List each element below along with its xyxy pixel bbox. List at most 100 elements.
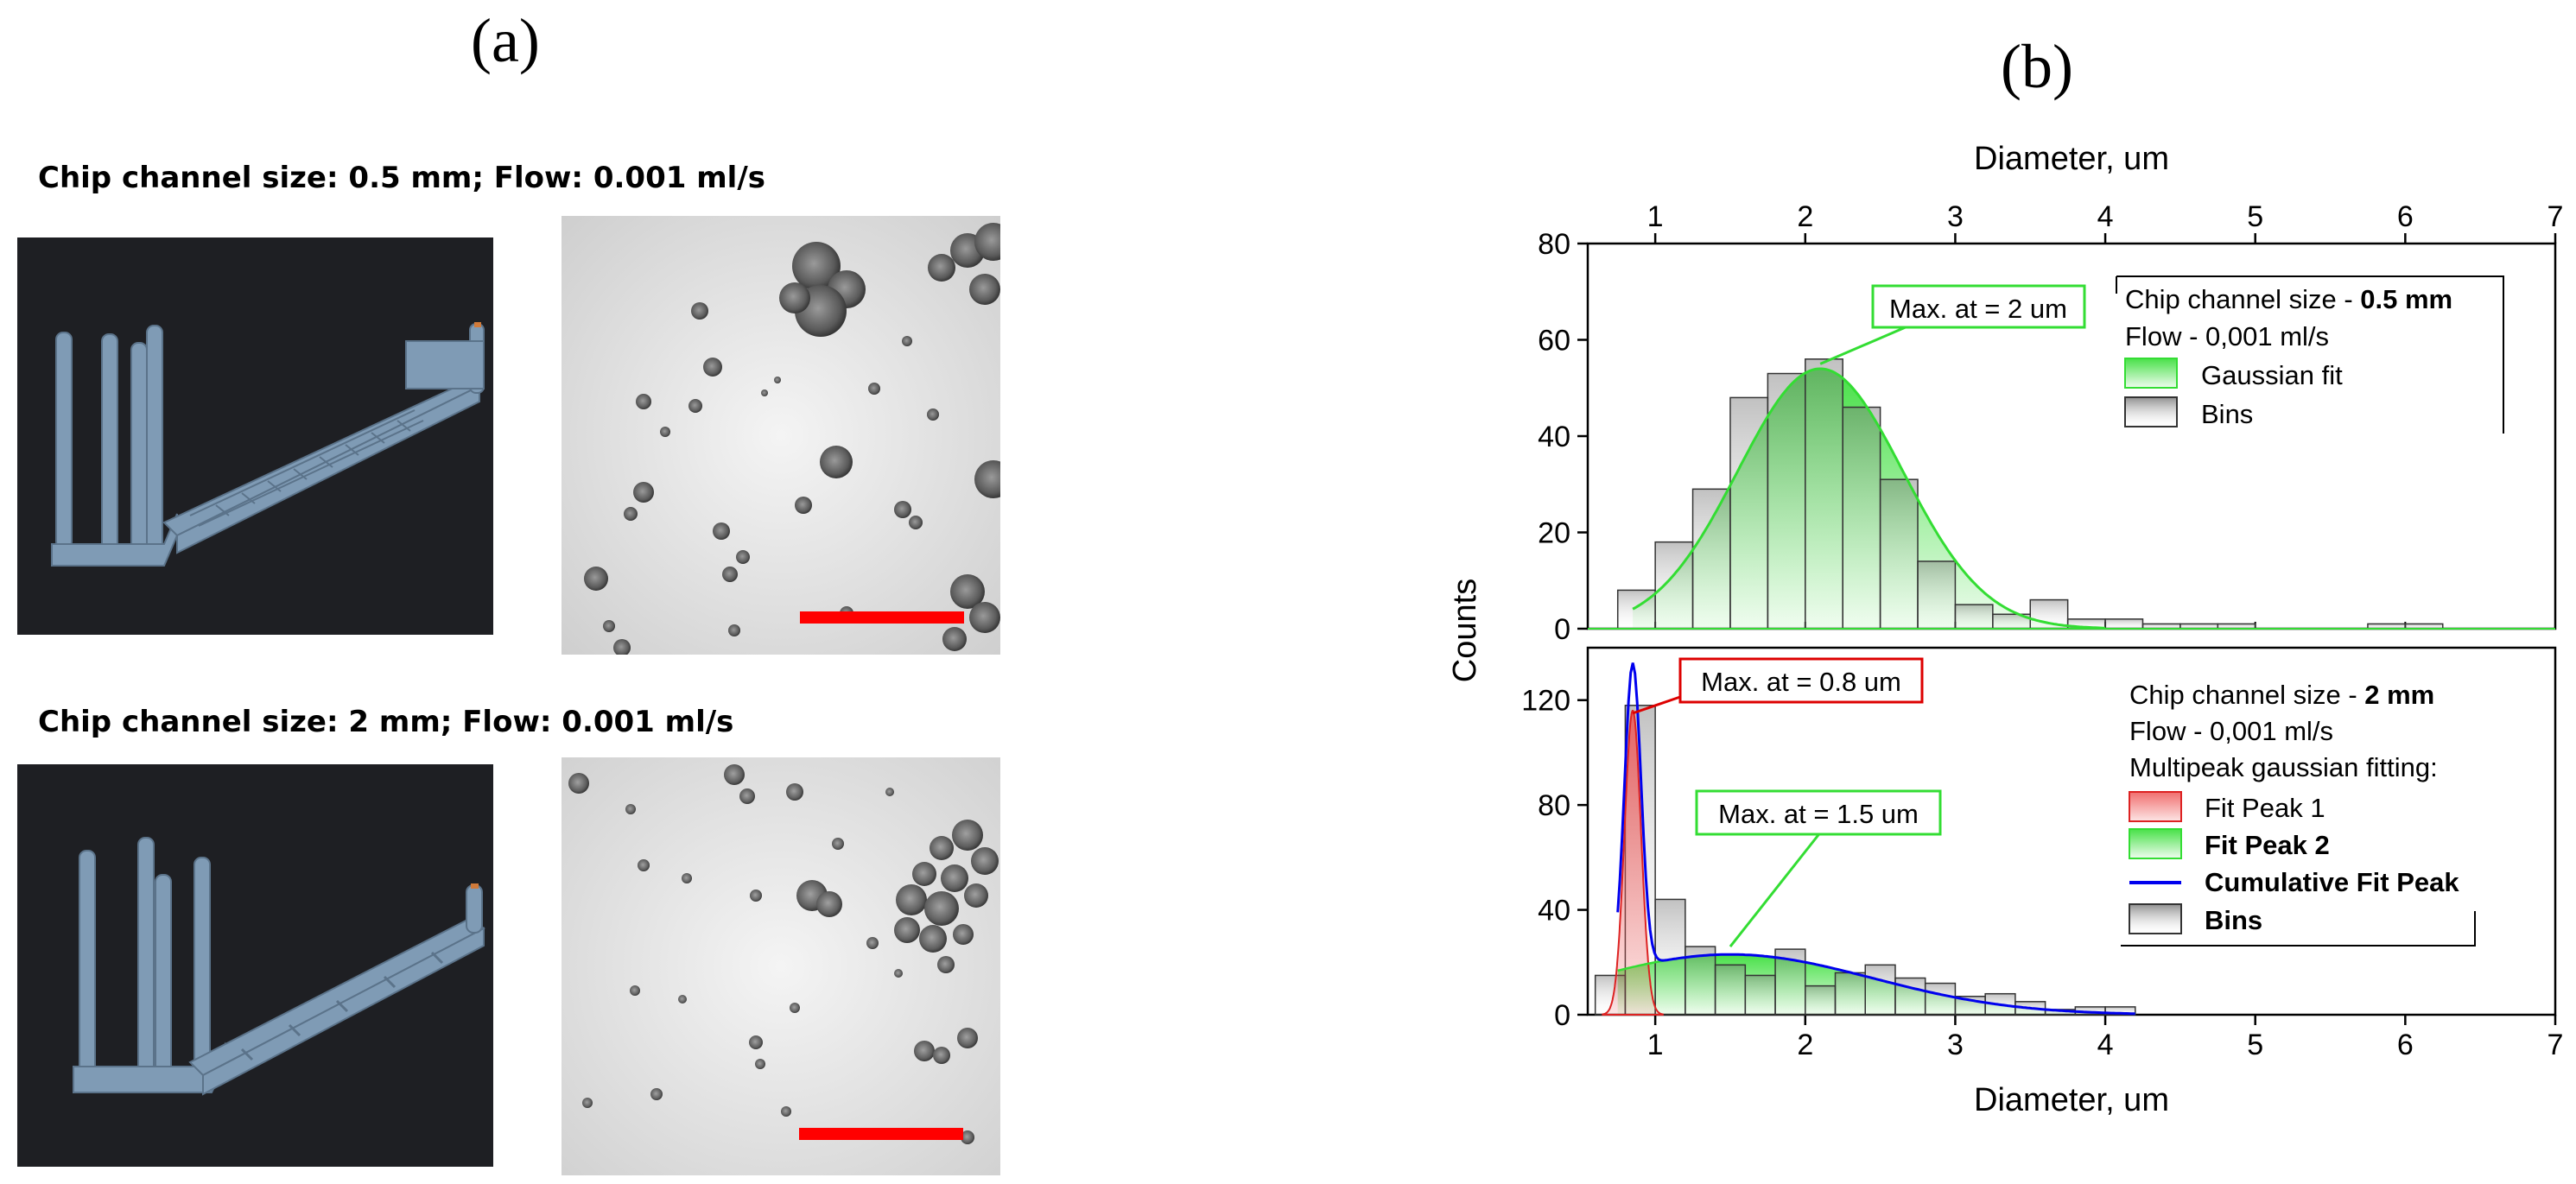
bin-bar — [2104, 618, 2144, 630]
scale-bar — [799, 1128, 963, 1140]
bin-bar — [1654, 541, 1694, 630]
legend-swatch-bins — [2124, 396, 2178, 427]
annotation-box — [1695, 789, 1942, 836]
annotation-leader — [1632, 695, 1681, 715]
x-tick-label-bottom: 5 — [2247, 1029, 2263, 1061]
microscopy-image-0-5mm — [562, 216, 1000, 655]
panel-b-label: (b) — [2001, 32, 2073, 101]
annotation-text: Max. at = 1.5 um — [1718, 799, 1919, 829]
x-axis-label-bottom: Diameter, um — [1974, 1082, 2169, 1118]
x-tick-label-top: 5 — [2247, 200, 2263, 233]
cumulative-fit-line — [1616, 662, 2135, 1016]
bin-bar — [1744, 974, 1776, 1016]
bin-bar — [1894, 977, 1926, 1016]
fit-peak-2-fill — [1617, 954, 2135, 1015]
bin-bar — [1984, 992, 2016, 1016]
plot-frame-1 — [1586, 242, 2557, 630]
bin-bar — [2104, 1006, 2136, 1016]
bin-bar — [1954, 996, 1986, 1016]
top-row-caption: Chip channel size: 0.5 mm; Flow: 0.001 m… — [38, 161, 765, 195]
bin-bar — [2014, 1001, 2046, 1016]
legend-entry-peak2: Fit Peak 2 — [2205, 830, 2330, 860]
bin-bar — [1714, 964, 1747, 1016]
scale-bar — [800, 611, 964, 624]
annotation-text: Max. at = 0.8 um — [1701, 667, 1901, 697]
bin-bar — [1842, 406, 1881, 630]
gaussian-fit-line — [1632, 367, 2106, 630]
y-tick-label: 40 — [1538, 895, 1570, 928]
bin-bar — [2044, 1009, 2077, 1016]
annotation-leader — [1819, 320, 1920, 365]
chip-render-0-5mm — [17, 237, 493, 635]
legend-entry-cumulative: Cumulative Fit Peak — [2205, 867, 2459, 897]
bin-bar — [1774, 948, 1806, 1016]
annotation-box — [1678, 657, 1924, 704]
y-axis-label: Counts — [1447, 579, 1483, 682]
y-tick-label: 60 — [1538, 325, 1570, 358]
annotation-box — [1871, 284, 2086, 329]
legend-swatch-bins — [2129, 903, 2182, 934]
x-tick-label-bottom: 2 — [1797, 1029, 1813, 1061]
bottom-row-caption: Chip channel size: 2 mm; Flow: 0.001 ml/… — [38, 705, 734, 739]
y-tick-label: 40 — [1538, 421, 1570, 453]
legend-entry-bins: Bins — [2201, 399, 2253, 429]
bin-bar — [2141, 623, 2181, 630]
legend-swatch-peak2 — [2129, 828, 2182, 859]
gaussian-fit-fill — [1633, 369, 2106, 629]
legend-swatch-gaussian — [2124, 358, 2178, 389]
x-tick-label-top: 2 — [1797, 200, 1813, 233]
bin-bar — [1805, 358, 1843, 630]
bin-bar — [1864, 964, 1896, 1016]
bin-bar — [1624, 705, 1656, 1016]
x-tick-label-bottom: 4 — [2097, 1029, 2114, 1061]
bin-bar — [1767, 372, 1806, 630]
bin-bar — [1594, 974, 1627, 1016]
y-tick-label: 0 — [1554, 613, 1570, 646]
bin-bar — [2217, 623, 2256, 630]
legend-entry-bins: Bins — [2205, 905, 2262, 935]
plot-frame-2 — [1586, 646, 2557, 1016]
bin-bar — [2367, 623, 2407, 630]
bin-bar — [1954, 604, 1994, 630]
bin-bar — [1616, 589, 1656, 630]
bin-bar — [2179, 623, 2219, 630]
bin-bar — [1805, 985, 1837, 1016]
bin-bar — [2066, 618, 2106, 630]
legend-title: Chip channel size - 0.5 mm — [2125, 284, 2452, 314]
legend-entry-gaussian: Gaussian fit — [2201, 360, 2343, 390]
legend-flow: Flow - 0,001 ml/s — [2129, 716, 2333, 746]
x-tick-label-bottom: 6 — [2397, 1029, 2414, 1061]
bin-bar — [1917, 560, 1957, 630]
legend-flow: Flow - 0,001 ml/s — [2125, 321, 2329, 351]
bin-bar — [2074, 1006, 2106, 1016]
bin-bar — [1654, 898, 1686, 1016]
y-tick-label: 120 — [1521, 685, 1570, 718]
bin-bar — [1685, 946, 1716, 1016]
legend-title: Chip channel size - 2 mm — [2129, 680, 2434, 710]
bin-bar — [2404, 623, 2444, 630]
bin-bar — [1924, 982, 1957, 1016]
x-tick-label-top: 4 — [2097, 200, 2114, 233]
fit-peak-2-line — [1617, 953, 2135, 1016]
bin-bar — [1992, 613, 2031, 630]
y-tick-label: 80 — [1538, 228, 1570, 261]
annotation-leader — [1729, 831, 1823, 948]
legend-entry-peak1: Fit Peak 1 — [2205, 793, 2325, 823]
bin-bar — [1834, 972, 1866, 1016]
legend-frame — [2121, 911, 2476, 947]
bin-bar — [2029, 598, 2069, 630]
bin-bar — [1879, 478, 1919, 630]
fit-peak-1 — [1602, 709, 1664, 1016]
x-axis-label-top: Diameter, um — [1974, 141, 2169, 177]
legend-method: Multipeak gaussian fitting: — [2129, 752, 2438, 782]
x-tick-label-bottom: 1 — [1647, 1029, 1664, 1061]
x-tick-label-top: 3 — [1947, 200, 1964, 233]
chip-render-2mm — [17, 764, 493, 1167]
y-tick-label: 0 — [1554, 999, 1570, 1032]
y-tick-label: 80 — [1538, 789, 1570, 822]
bin-bar — [1729, 396, 1769, 630]
x-tick-label-top: 1 — [1647, 200, 1664, 233]
x-tick-label-bottom: 3 — [1947, 1029, 1964, 1061]
legend-frame — [2116, 275, 2504, 434]
annotation-text: Max. at = 2 um — [1889, 294, 2067, 324]
